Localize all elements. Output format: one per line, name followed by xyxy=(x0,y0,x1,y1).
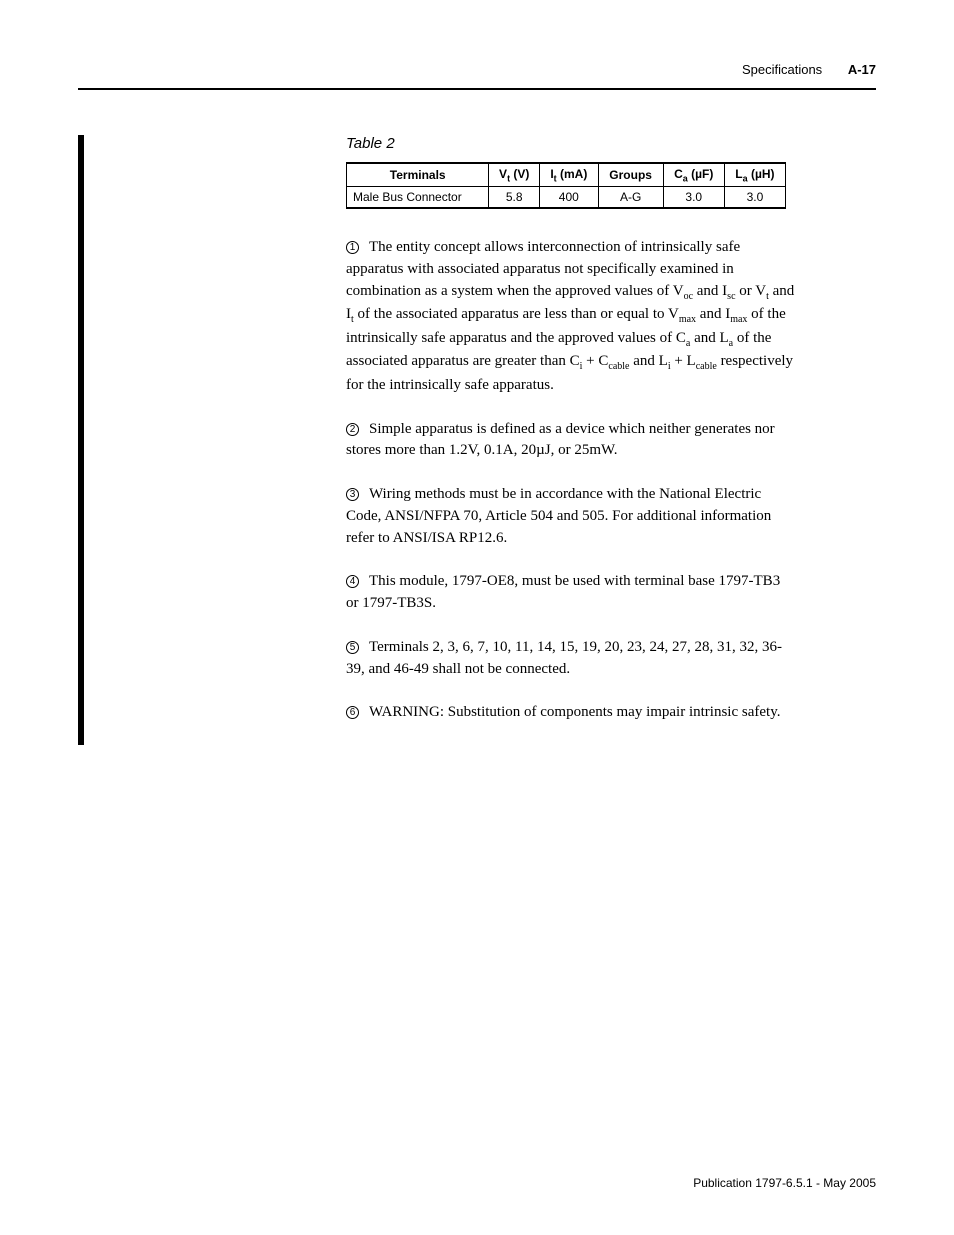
note-5: 5Terminals 2, 3, 6, 7, 10, 11, 14, 15, 1… xyxy=(346,637,796,681)
note-6: 6 WARNING: Substitution of components may… xyxy=(346,702,796,724)
note-text: Wiring methods must be in accordance wit… xyxy=(346,486,771,546)
specifications-table: Terminals Vt (V) It (mA) Groups Ca (µF) … xyxy=(346,162,786,209)
note-3: 3Wiring methods must be in accordance wi… xyxy=(346,484,796,549)
cell-vt: 5.8 xyxy=(489,187,540,209)
note-text: Simple apparatus is defined as a device … xyxy=(346,421,775,459)
col-terminals: Terminals xyxy=(347,163,489,187)
notes-section: 1The entity concept allows interconnecti… xyxy=(346,237,796,724)
cell-la: 3.0 xyxy=(724,187,785,209)
page-header: Specifications A-17 xyxy=(742,62,876,77)
cell-it: 400 xyxy=(540,187,598,209)
change-bar xyxy=(78,135,84,745)
page-footer: Publication 1797-6.5.1 - May 2005 xyxy=(693,1176,876,1190)
note-number-icon: 6 xyxy=(346,706,359,719)
note-text: This module, 1797-OE8, must be used with… xyxy=(346,573,780,611)
note-number-icon: 4 xyxy=(346,575,359,588)
cell-groups: A-G xyxy=(598,187,663,209)
col-it: It (mA) xyxy=(540,163,598,187)
table-header-row: Terminals Vt (V) It (mA) Groups Ca (µF) … xyxy=(347,163,786,187)
header-page-number: A-17 xyxy=(848,62,876,77)
note-1: 1The entity concept allows interconnecti… xyxy=(346,237,796,396)
note-number-icon: 1 xyxy=(346,241,359,254)
note-text: WARNING: Substitution of components may … xyxy=(369,704,780,720)
table-row: Male Bus Connector 5.8 400 A-G 3.0 3.0 xyxy=(347,187,786,209)
note-number-icon: 5 xyxy=(346,641,359,654)
table-caption: Table 2 xyxy=(346,135,876,152)
note-2: 2Simple apparatus is defined as a device… xyxy=(346,419,796,463)
cell-terminals: Male Bus Connector xyxy=(347,187,489,209)
header-rule xyxy=(78,88,876,90)
note-4: 4This module, 1797-OE8, must be used wit… xyxy=(346,571,796,615)
col-vt: Vt (V) xyxy=(489,163,540,187)
col-ca: Ca (µF) xyxy=(663,163,724,187)
col-la: La (µH) xyxy=(724,163,785,187)
cell-ca: 3.0 xyxy=(663,187,724,209)
col-groups: Groups xyxy=(598,163,663,187)
note-number-icon: 3 xyxy=(346,488,359,501)
main-content: Table 2 Terminals Vt (V) It (mA) Groups … xyxy=(346,135,876,746)
header-section-label: Specifications xyxy=(742,62,822,77)
note-text: Terminals 2, 3, 6, 7, 10, 11, 14, 15, 19… xyxy=(346,639,782,677)
note-number-icon: 2 xyxy=(346,423,359,436)
